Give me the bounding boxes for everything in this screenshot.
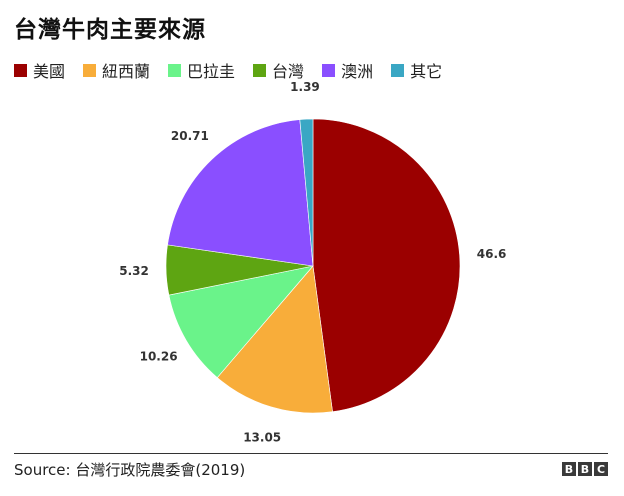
legend-item: 美國 [14, 58, 65, 82]
legend-swatch [168, 63, 182, 77]
legend-label: 美國 [33, 62, 66, 81]
legend-item: 台灣 [253, 58, 304, 82]
slice-value-label: 20.71 [171, 129, 209, 143]
slice-value-label: 5.32 [119, 264, 149, 278]
footer-divider [14, 453, 608, 454]
legend-item: 紐西蘭 [83, 58, 150, 82]
bbc-logo-letter: B [562, 462, 576, 476]
slice-value-label: 1.39 [290, 80, 320, 94]
legend-label: 紐西蘭 [102, 62, 151, 81]
pie-chart: 46.6 13.05 10.26 5.32 20.71 1.39 [119, 80, 507, 445]
bbc-logo-letter: B [578, 462, 592, 476]
bbc-logo: B B C [562, 462, 608, 476]
slice-value-label: 13.05 [243, 431, 281, 445]
legend-swatch [391, 63, 405, 77]
pie-slice [216, 265, 333, 414]
pie-slice [167, 119, 314, 267]
slice-value-label: 10.26 [140, 350, 178, 364]
legend-swatch [322, 63, 336, 77]
legend-item: 其它 [391, 58, 442, 82]
legend-swatch [83, 63, 97, 77]
chart-title: 台灣牛肉主要來源 [14, 17, 206, 43]
legend-swatch [253, 63, 267, 77]
legend-label: 台灣 [272, 62, 305, 81]
legend: 美國 紐西蘭 巴拉圭 台灣 澳洲 其它 [14, 58, 442, 82]
bbc-logo-letter: C [594, 462, 608, 476]
legend-label: 澳洲 [341, 62, 374, 81]
source-note: Source: 台灣行政院農委會(2019) [14, 461, 246, 479]
legend-swatch [14, 63, 27, 77]
legend-label: 巴拉圭 [187, 62, 236, 81]
legend-item: 澳洲 [322, 58, 373, 82]
legend-item: 巴拉圭 [168, 58, 235, 82]
pie-slice [312, 118, 461, 413]
pie-slice [299, 118, 314, 267]
pie-slice [168, 265, 314, 378]
legend-label: 其它 [410, 62, 443, 81]
slice-value-label: 46.6 [477, 247, 507, 261]
